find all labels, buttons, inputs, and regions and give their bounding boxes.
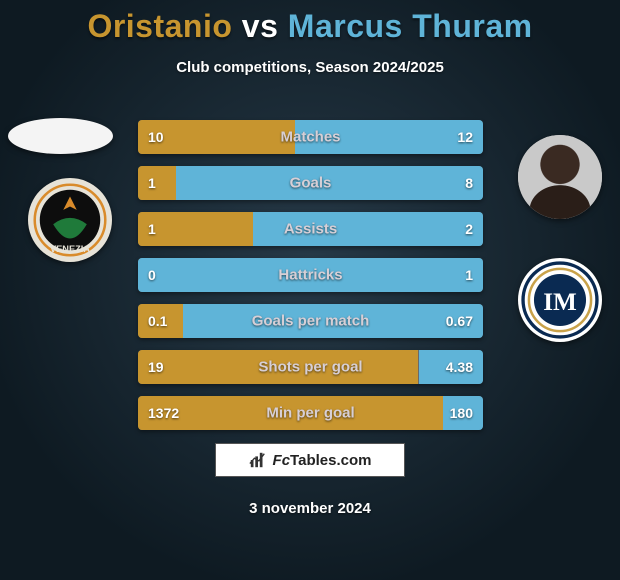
club-badge-right: IM [518,258,602,342]
title-vs: vs [232,8,287,44]
svg-text:IM: IM [543,289,577,316]
stat-row: Min per goal 1372 180 [138,396,483,430]
subtitle: Club competitions, Season 2024/2025 [0,59,620,76]
inter-badge-icon: IM [518,258,602,342]
footer-brand: FcTables.com [215,443,405,477]
stat-label: Shots per goal [258,359,362,376]
stat-value-right: 1 [465,267,473,283]
title-player-right: Marcus Thuram [288,8,533,44]
stat-value-left: 1372 [148,405,179,421]
stat-value-right: 8 [465,175,473,191]
stat-label: Goals [290,175,332,192]
stat-value-left: 0.1 [148,313,167,329]
stat-row: Shots per goal 19 4.38 [138,350,483,384]
title-player-left: Oristanio [87,8,232,44]
stat-label: Min per goal [266,405,354,422]
stat-row: Hattricks 0 1 [138,258,483,292]
footer-brand-prefix: Fc [273,452,291,469]
stat-value-right: 4.38 [446,359,473,375]
stat-value-left: 10 [148,129,164,145]
comparison-title: Oristanio vs Marcus Thuram [0,0,620,45]
stat-row: Goals 1 8 [138,166,483,200]
footer-brand-suffix: Tables.com [290,452,371,469]
stat-value-right: 2 [465,221,473,237]
stat-value-left: 19 [148,359,164,375]
stat-row: Matches 10 12 [138,120,483,154]
stat-value-right: 12 [457,129,473,145]
venezia-badge-icon: VENEZIA [28,178,112,262]
player-photo-left-placeholder [8,118,113,154]
stat-row: Goals per match 0.1 0.67 [138,304,483,338]
club-badge-left: VENEZIA [28,178,112,262]
player-silhouette-icon [518,135,602,219]
player-photo-right [518,135,602,219]
stat-value-right: 0.67 [446,313,473,329]
stat-value-left: 0 [148,267,156,283]
footer-brand-text: FcTables.com [273,452,372,469]
stat-label: Assists [284,221,337,238]
footer-date: 3 november 2024 [249,500,371,517]
stat-row: Assists 1 2 [138,212,483,246]
stat-bar-left-fill [138,166,176,200]
stat-label: Matches [280,129,340,146]
stat-label: Hattricks [278,267,342,284]
chart-icon [249,451,267,469]
comparison-card: Oristanio vs Marcus Thuram Club competit… [0,0,620,580]
stat-value-right: 180 [450,405,473,421]
stat-value-left: 1 [148,175,156,191]
svg-text:VENEZIA: VENEZIA [50,244,90,254]
stat-value-left: 1 [148,221,156,237]
stat-label: Goals per match [252,313,370,330]
stat-bars: Matches1012Goals18Assists12Hattricks01Go… [138,120,483,442]
